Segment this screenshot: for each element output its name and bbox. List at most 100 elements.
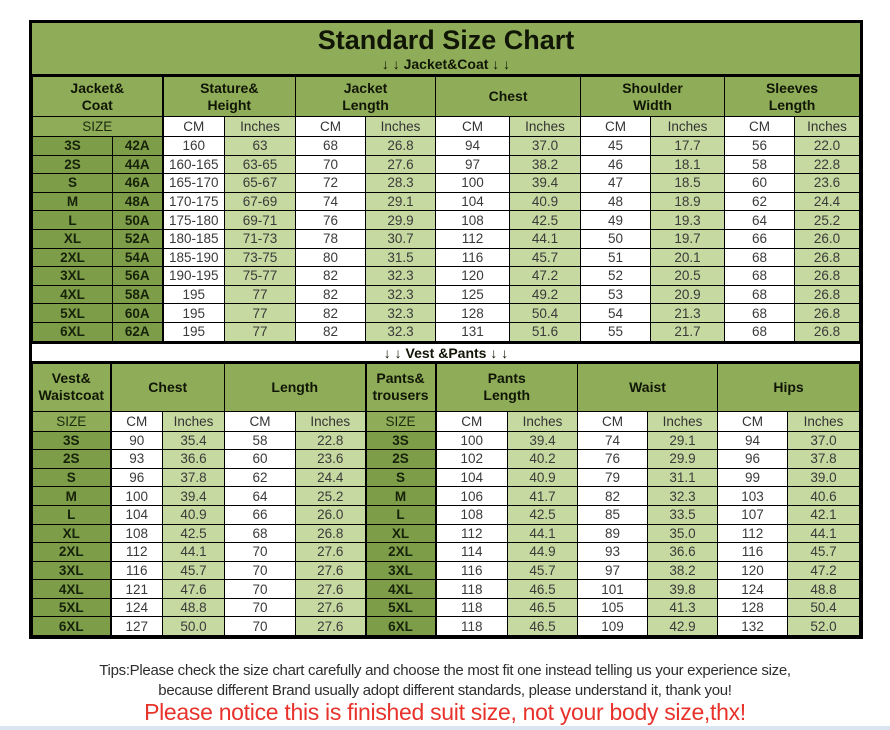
table-cell: 40.9 — [509, 191, 582, 212]
table-cell: 21.3 — [650, 303, 726, 323]
column-header-jacket-length: Jacket Length — [295, 76, 437, 117]
table-cell: 77 — [224, 303, 297, 323]
table-cell: 44A — [111, 154, 164, 175]
table-cell: 170-175 — [162, 191, 226, 212]
table-row: 6XL 127 50.0 70 27.6 6XL 118 46.5 109 42.9 132 52.0 — [32, 616, 860, 637]
table-cell: 46.5 — [507, 616, 578, 637]
table-row: 4XL 58A 195 77 82 32.3 125 49.2 53 20.9 68 26.8 — [32, 284, 860, 305]
table-cell: 118 — [435, 597, 508, 618]
tips-text: Tips:Please check the size chart careful… — [0, 661, 890, 701]
inches-header: Inches — [295, 410, 367, 432]
table-cell: 64 — [224, 486, 296, 506]
table-cell: 160-165 — [162, 154, 226, 175]
table-cell: 77 — [224, 284, 297, 305]
table-cell: 26.8 — [794, 284, 860, 305]
table-cell: 70 — [224, 597, 296, 618]
table-cell: 40.2 — [507, 449, 578, 469]
table-cell: 52A — [111, 228, 164, 249]
table-cell: 37.0 — [509, 136, 582, 156]
table-cell: 26.8 — [794, 266, 860, 286]
table-cell: 116 — [110, 560, 163, 581]
table-cell: 52.0 — [787, 616, 860, 637]
table-cell: 2S — [32, 449, 112, 469]
table-cell: 62 — [724, 191, 796, 212]
cm-header: CM — [435, 116, 511, 137]
table-cell: 190-195 — [162, 266, 226, 286]
table-cell: 128 — [435, 303, 511, 323]
column-header-chest: Chest — [435, 76, 582, 117]
table-cell: 68 — [295, 136, 367, 156]
table-cell: 72 — [295, 173, 367, 193]
table-cell: 108 — [435, 210, 511, 230]
table-cell: 41.7 — [507, 486, 578, 506]
table-cell: 49.2 — [509, 284, 582, 305]
column-header-hips: Hips — [717, 362, 860, 412]
table-cell: 50A — [111, 210, 164, 230]
table-cell: 42.9 — [646, 616, 719, 637]
table-cell: 71-73 — [224, 228, 297, 249]
size-chart: Standard Size Chart ↓ ↓ Jacket&Coat ↓ ↓ … — [29, 20, 863, 640]
group-header-row: Vest& Waistcoat Chest Length Pants& trou… — [32, 362, 860, 412]
table-row: 2S 93 36.6 60 23.6 2S 102 40.2 76 29.9 96 37.8 — [32, 449, 860, 469]
table-cell: 35.0 — [646, 523, 719, 544]
table-cell: 26.8 — [794, 303, 860, 323]
table-cell: 21.7 — [650, 321, 726, 342]
table-cell: 42.5 — [509, 210, 582, 230]
table-cell: 27.6 — [365, 154, 437, 175]
table-cell: 74 — [577, 430, 648, 451]
table-row: 2S 44A 160-165 63-65 70 27.6 97 38.2 46 18.1 58 22.… — [32, 154, 860, 175]
table-cell: 93 — [110, 449, 163, 469]
table-cell: 121 — [110, 579, 163, 599]
table-cell: 17.7 — [650, 136, 726, 156]
table-cell: S — [32, 173, 113, 193]
table-cell: M — [32, 191, 113, 212]
table-cell: 68 — [724, 247, 796, 268]
table-cell: 41.3 — [646, 597, 719, 618]
cm-header: CM — [110, 410, 163, 432]
table-cell: 25.2 — [295, 486, 367, 506]
table-row: 5XL 124 48.8 70 27.6 5XL 118 46.5 105 41.3 128 50.4 — [32, 597, 860, 618]
cm-header: CM — [224, 410, 296, 432]
table-cell: 5XL — [32, 597, 112, 618]
table-cell: 27.6 — [295, 597, 367, 618]
group-header-row: Jacket& Coat Stature& Height Jacket Leng… — [31, 76, 860, 117]
table-row: 2XL 112 44.1 70 27.6 2XL 114 44.9 93 36.6 116 45.7 — [32, 542, 860, 562]
table-cell: 124 — [110, 597, 163, 618]
table-cell: 79 — [577, 467, 648, 488]
column-header-pants-length: Pants Length — [435, 362, 578, 412]
table-cell: 37.8 — [162, 467, 225, 488]
table-cell: 3S — [365, 430, 437, 451]
table-row: M 48A 170-175 67-69 74 29.1 104 40.9 48 18.9 62 24.… — [32, 191, 860, 212]
table-cell: 40.6 — [787, 486, 860, 506]
bottom-strip — [0, 726, 890, 730]
table-cell: 32.3 — [365, 266, 437, 286]
table-cell: 44.1 — [787, 523, 860, 544]
table-cell: 78 — [295, 228, 367, 249]
table-cell: 39.8 — [646, 579, 719, 599]
table-cell: 120 — [435, 266, 511, 286]
table-cell: 109 — [577, 616, 648, 637]
table-cell: 64 — [724, 210, 796, 230]
table-cell: 54A — [111, 247, 164, 268]
jacket-coat-divider: ↓ ↓ Jacket&Coat ↓ ↓ — [381, 56, 511, 72]
table-cell: 56 — [724, 136, 796, 156]
table-cell: 46A — [111, 173, 164, 193]
table-cell: 26.8 — [794, 321, 860, 342]
cm-header: CM — [435, 410, 508, 432]
table-cell: 2S — [32, 154, 113, 175]
table-cell: M — [365, 486, 437, 506]
table-cell: 107 — [717, 504, 789, 525]
table-cell: M — [32, 486, 112, 506]
table-cell: 195 — [162, 321, 226, 342]
table-cell: 104 — [435, 467, 508, 488]
table-row: 2XL 54A 185-190 73-75 80 31.5 116 45.7 51 20.1 68 2… — [32, 247, 860, 268]
table-row: S 96 37.8 62 24.4 S 104 40.9 79 31.1 99 39.0 — [32, 467, 860, 488]
table-cell: 93 — [577, 542, 648, 562]
table-cell: 48.8 — [787, 579, 860, 599]
table-cell: 36.6 — [646, 542, 719, 562]
cm-header: CM — [717, 410, 789, 432]
table-cell: 175-180 — [162, 210, 226, 230]
table-cell: 31.5 — [365, 247, 437, 268]
table-cell: 48A — [111, 191, 164, 212]
table-cell: 90 — [110, 430, 163, 451]
